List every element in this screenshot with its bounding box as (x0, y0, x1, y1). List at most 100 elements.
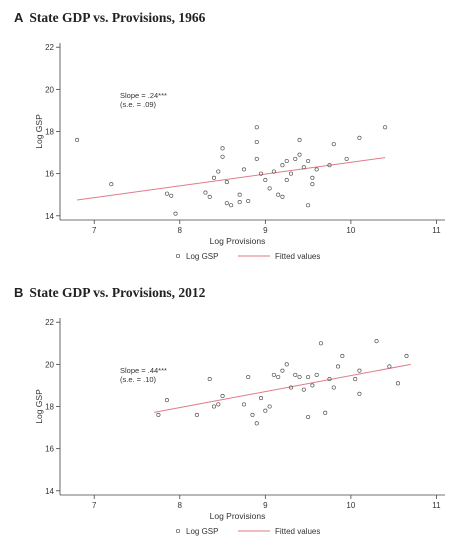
chart-a-data-point (220, 154, 225, 159)
chart-b-data-point (220, 393, 225, 399)
chart-a-data-point (211, 175, 217, 180)
chart-b-data-point (276, 374, 281, 380)
chart-a-data-point (216, 169, 221, 174)
chart-b-fitted-line (154, 363, 411, 413)
chart-a-data-point (224, 180, 229, 185)
panel-a-title: A State GDP vs. Provisions, 1966 (14, 10, 205, 26)
chart-b-y-tick-label: 20 (45, 360, 54, 369)
chart-b-data-point (216, 402, 221, 407)
chart-a-data-point (164, 191, 169, 196)
chart-a-legend-marker-scatter (175, 253, 181, 259)
chart-b-data-point (194, 412, 199, 417)
chart-a-data-point (284, 177, 289, 183)
chart-a-annotation-line: (s.e. = .09) (120, 100, 157, 109)
chart-a-annotation-line: Slope = .24*** (120, 91, 167, 100)
chart-b-y-tick-label: 22 (45, 318, 54, 327)
chart-b-data-point (259, 396, 264, 401)
chart-b-y-tick-label: 14 (45, 487, 54, 496)
chart-a-data-point (267, 186, 272, 191)
chart-b-x-tick-label: 8 (178, 501, 183, 510)
chart-a-data-point (344, 156, 349, 161)
chart-a-data-point (224, 201, 229, 206)
chart-b-data-point (374, 339, 379, 344)
chart-a-legend-label-scatter: Log GSP (186, 252, 218, 261)
chart-b-data-point (323, 410, 328, 415)
chart-a-data-point (254, 139, 259, 145)
chart-a-data-point (297, 137, 302, 142)
chart-b-data-point (207, 377, 212, 382)
panel-a-letter: A (14, 10, 24, 25)
chart-b-x-tick-label: 11 (432, 501, 441, 510)
chart-a-data-point (220, 146, 225, 151)
chart-b-annotation-line: (s.e. = .10) (120, 375, 157, 384)
chart-b-y-tick-label: 18 (45, 403, 54, 412)
chart-a-data-point (169, 193, 174, 198)
chart-a-data-point (254, 156, 259, 161)
chart-a-x-tick-label: 11 (432, 226, 441, 235)
chart-a-data-point (284, 158, 289, 164)
chart-b-data-point (280, 368, 285, 373)
chart-b-x-tick-label: 10 (346, 501, 355, 510)
chart-b-data-point (156, 412, 161, 417)
chart-a-data-point (75, 137, 80, 142)
panel-b-title-text: State GDP vs. Provisions, 2012 (29, 285, 206, 300)
chart-b-x-tick-label: 7 (92, 501, 97, 510)
chart-b-data-point (297, 374, 302, 380)
chart-a-data-point (310, 175, 315, 180)
chart-a-x-tick-label: 9 (263, 226, 268, 235)
chart-b-data-point (336, 364, 341, 369)
chart-b-data-point (318, 341, 323, 346)
chart-b-x-tick-label: 9 (263, 501, 268, 510)
chart-a-y-axis-label: Log GSP (34, 114, 44, 149)
chart-b-data-point (284, 362, 289, 367)
chart-b-data-point (301, 387, 306, 392)
chart-b-data-point (254, 421, 259, 426)
chart-b-data-point (288, 385, 294, 390)
chart-a-data-point (310, 182, 315, 187)
chart-a-data-point (280, 163, 285, 168)
chart-a-data-point (306, 203, 311, 208)
chart-a-y-tick-label: 20 (45, 85, 54, 94)
chart-b-data-point (310, 383, 315, 388)
chart-b-annotation-line: Slope = .44*** (120, 366, 167, 375)
chart-b-data-point (306, 374, 311, 380)
chart-a-y-tick-label: 16 (45, 170, 54, 179)
chart-a-data-point (241, 167, 246, 172)
chart-a-data-point (263, 177, 268, 183)
chart-b-data-point (387, 364, 392, 369)
chart-a-data-point (271, 169, 276, 174)
panel-b-title: B State GDP vs. Provisions, 2012 (14, 285, 205, 301)
chart-a-data-point (207, 194, 212, 199)
chart-b-data-point (246, 374, 251, 380)
chart-b-data-point (357, 391, 362, 396)
chart-b-data-point (395, 381, 400, 386)
chart-a-y-tick-label: 18 (45, 128, 54, 137)
chart-a-data-point (288, 171, 294, 176)
chart-a-x-axis-label: Log Provisions (210, 236, 266, 246)
chart-a-data-point (109, 182, 114, 187)
chart-a-data-point (331, 142, 336, 147)
chart-a-data-point (254, 125, 259, 130)
chart-b-legend-label-scatter: Log GSP (186, 527, 218, 536)
panel-a-title-text: State GDP vs. Provisions, 1966 (29, 10, 206, 25)
chart-b-data-point (340, 353, 345, 358)
chart-a-data-point (314, 167, 319, 172)
chart-a-data-point (301, 165, 306, 170)
chart-b-y-tick-label: 16 (45, 445, 54, 454)
chart-a-data-point (246, 198, 251, 204)
chart-b-data-point (211, 404, 217, 409)
chart-a-data-point (306, 158, 311, 164)
chart-a-y-tick-label: 22 (45, 43, 54, 52)
chart-a-data-point (259, 171, 264, 176)
chart-b-data-point (250, 412, 255, 417)
chart-a-y-tick-label: 14 (45, 212, 54, 221)
chart-a-fitted-line (77, 157, 386, 201)
chart-a-legend-label-fit: Fitted values (275, 252, 320, 261)
chart-b-data-point (267, 404, 272, 409)
chart-a-data-point (237, 200, 242, 205)
chart-b-data-point (241, 402, 246, 407)
chart-a-x-tick-label: 7 (92, 226, 97, 235)
chart-a-data-point (297, 152, 302, 157)
chart-a-data-point (229, 203, 234, 208)
chart-b-data-point (263, 408, 268, 413)
